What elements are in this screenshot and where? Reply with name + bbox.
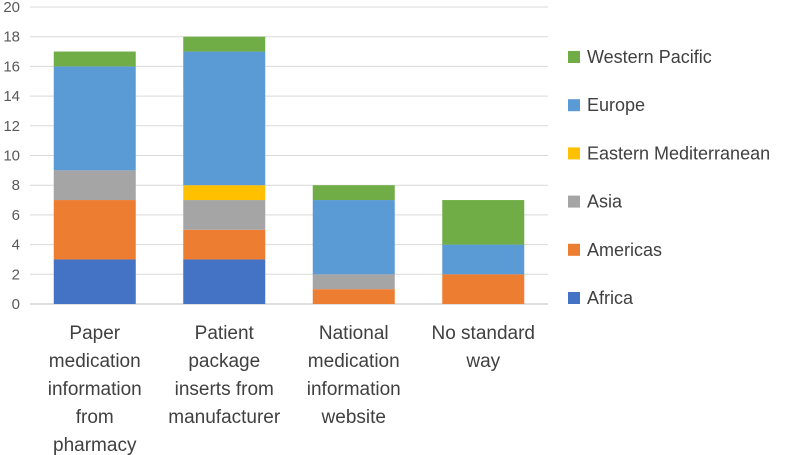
bar-segment-africa [53, 259, 136, 304]
bar-segment-europe [442, 244, 525, 275]
y-tick-label: 2 [12, 266, 20, 283]
bar-segment-western-pacific [53, 51, 136, 67]
legend: Western Pacific Europe Eastern Mediterrane… [568, 47, 770, 308]
bar-segment-asia [53, 170, 136, 201]
y-axis-ticks: 0 2 4 6 8 10 12 14 16 18 20 [3, 0, 20, 313]
bars [53, 36, 525, 304]
y-tick-label: 0 [12, 296, 20, 313]
legend-item: Eastern Mediterranean [568, 143, 770, 163]
bar-segment-eastern-mediterranean [183, 185, 266, 201]
bar-segment-western-pacific [312, 185, 395, 201]
bar-segment-americas [53, 200, 136, 260]
y-tick-label: 10 [3, 148, 20, 165]
y-tick-label: 20 [3, 0, 20, 16]
x-category-label: website [321, 407, 386, 428]
x-axis-labels: Paper medication information from pharmacy Pa… [48, 323, 535, 455]
bar-segment-western-pacific [442, 200, 525, 245]
bar-segment-europe [53, 66, 136, 171]
legend-swatch [568, 195, 580, 208]
x-category-label: National [319, 323, 389, 344]
x-category-label: package [188, 351, 260, 372]
bar-segment-americas [312, 289, 395, 304]
legend-swatch [568, 147, 580, 160]
y-tick-label: 4 [12, 237, 20, 254]
bar-segment-asia [312, 274, 395, 290]
bar-segment-europe [183, 51, 266, 186]
y-tick-label: 6 [12, 207, 20, 224]
x-category-label: medication [308, 351, 400, 372]
x-category-label: No standard [431, 323, 535, 344]
legend-label: Eastern Mediterranean [587, 143, 770, 163]
y-tick-label: 16 [3, 58, 20, 75]
legend-label: Americas [587, 240, 662, 260]
x-category-label: information [48, 379, 142, 400]
bar-segment-americas [183, 229, 266, 260]
x-category-label: manufacturer [168, 407, 281, 428]
y-tick-label: 18 [3, 29, 20, 46]
bar-segment-europe [312, 200, 395, 275]
legend-item: Americas [568, 240, 662, 260]
x-category-label: inserts from [175, 379, 274, 400]
legend-label: Africa [587, 288, 634, 308]
bar-segment-western-pacific [183, 36, 266, 52]
legend-label: Europe [587, 95, 645, 115]
x-category-label: way [465, 351, 500, 372]
legend-label: Asia [587, 192, 623, 212]
y-tick-label: 8 [12, 177, 20, 194]
x-category-label: from [76, 407, 114, 428]
y-tick-label: 12 [3, 118, 20, 135]
x-category-label: medication [49, 351, 141, 372]
legend-swatch [568, 243, 580, 256]
legend-item: Europe [568, 95, 645, 115]
x-category-label: Paper [69, 323, 120, 344]
x-category-label: pharmacy [53, 435, 137, 455]
y-tick-label: 14 [3, 88, 20, 105]
x-category-label: information [307, 379, 401, 400]
bar-segment-americas [442, 274, 525, 304]
legend-item: Africa [568, 288, 634, 308]
bar-segment-africa [183, 259, 266, 304]
legend-swatch [568, 99, 580, 112]
x-category-label: Patient [195, 323, 255, 344]
legend-item: Asia [568, 192, 623, 212]
bar-segment-asia [183, 200, 266, 230]
legend-swatch [568, 292, 580, 304]
legend-label: Western Pacific [587, 47, 712, 67]
legend-item: Western Pacific [568, 47, 712, 67]
legend-swatch [568, 51, 580, 63]
